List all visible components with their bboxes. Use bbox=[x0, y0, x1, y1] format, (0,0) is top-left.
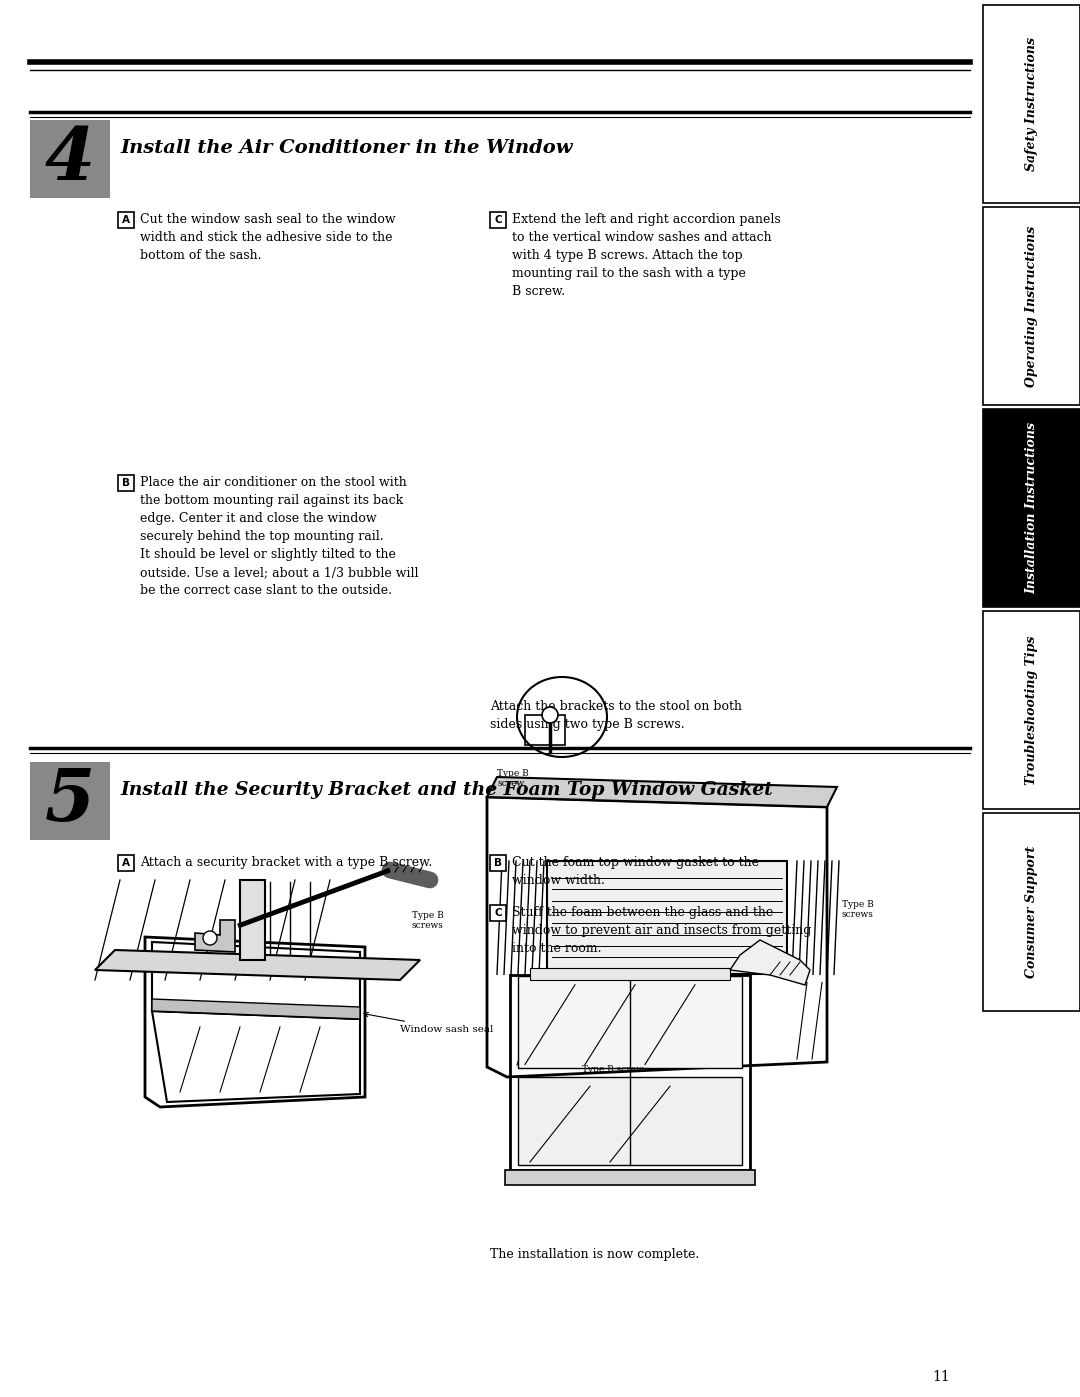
Bar bbox=[505, 1171, 755, 1185]
Text: 5: 5 bbox=[45, 766, 95, 837]
Text: A: A bbox=[122, 858, 130, 868]
Bar bbox=[118, 855, 134, 870]
Bar bbox=[30, 761, 110, 840]
Circle shape bbox=[542, 707, 558, 724]
Text: Install the Air Conditioner in the Window: Install the Air Conditioner in the Windo… bbox=[120, 138, 572, 156]
Text: Safety Instructions: Safety Instructions bbox=[1025, 36, 1038, 170]
Polygon shape bbox=[195, 921, 235, 951]
Text: Attach a security bracket with a type B screw.: Attach a security bracket with a type B … bbox=[140, 856, 432, 869]
Bar bbox=[530, 968, 730, 981]
Text: Window sash seal: Window sash seal bbox=[364, 1013, 494, 1034]
Text: B: B bbox=[122, 478, 130, 488]
Text: Extend the left and right accordion panels
to the vertical window sashes and att: Extend the left and right accordion pane… bbox=[512, 212, 781, 298]
Polygon shape bbox=[152, 999, 360, 1018]
Bar bbox=[30, 120, 110, 198]
Bar bbox=[983, 207, 1080, 405]
Text: C: C bbox=[495, 908, 502, 918]
Polygon shape bbox=[95, 950, 420, 981]
Bar bbox=[983, 409, 1080, 608]
Text: Installation Instructions: Installation Instructions bbox=[1025, 422, 1038, 594]
Text: Cut the foam top window gasket to the
window width.: Cut the foam top window gasket to the wi… bbox=[512, 856, 759, 887]
Bar bbox=[983, 6, 1080, 203]
Text: Install the Security Bracket and the Foam Top Window Gasket: Install the Security Bracket and the Foa… bbox=[120, 781, 773, 799]
Bar bbox=[490, 905, 507, 921]
Text: Cut the window sash seal to the window
width and stick the adhesive side to the
: Cut the window sash seal to the window w… bbox=[140, 212, 395, 263]
Polygon shape bbox=[487, 777, 837, 807]
Bar bbox=[546, 861, 787, 974]
Bar bbox=[118, 475, 134, 490]
Text: Type B
screw: Type B screw bbox=[497, 768, 529, 788]
Text: Stuff the foam between the glass and the
window to prevent air and insects from : Stuff the foam between the glass and the… bbox=[512, 907, 811, 956]
Bar bbox=[525, 715, 565, 745]
Bar bbox=[118, 212, 134, 228]
Text: 4: 4 bbox=[45, 123, 95, 194]
Bar bbox=[518, 977, 742, 1067]
Text: Place the air conditioner on the stool with
the bottom mounting rail against its: Place the air conditioner on the stool w… bbox=[140, 476, 419, 597]
Text: Consumer Support: Consumer Support bbox=[1025, 845, 1038, 978]
Bar bbox=[518, 1077, 742, 1165]
Text: A: A bbox=[122, 215, 130, 225]
Bar bbox=[510, 975, 750, 1171]
Bar bbox=[490, 212, 507, 228]
Text: 11: 11 bbox=[932, 1370, 950, 1384]
Polygon shape bbox=[240, 880, 265, 960]
Text: Troubleshooting Tips: Troubleshooting Tips bbox=[1025, 636, 1038, 785]
Text: B: B bbox=[494, 858, 502, 868]
Bar bbox=[490, 855, 507, 870]
Bar bbox=[983, 610, 1080, 809]
Text: Operating Instructions: Operating Instructions bbox=[1025, 225, 1038, 387]
Circle shape bbox=[203, 930, 217, 944]
Text: Type B
screws: Type B screws bbox=[842, 900, 874, 919]
Text: C: C bbox=[495, 215, 502, 225]
Text: Type B screw: Type B screw bbox=[582, 1065, 644, 1073]
Polygon shape bbox=[730, 940, 810, 985]
Text: Attach the brackets to the stool on both
sides using two type B screws.: Attach the brackets to the stool on both… bbox=[490, 700, 742, 731]
Text: Type B
screws: Type B screws bbox=[411, 911, 444, 930]
Bar bbox=[983, 813, 1080, 1011]
Text: The installation is now complete.: The installation is now complete. bbox=[490, 1248, 699, 1261]
